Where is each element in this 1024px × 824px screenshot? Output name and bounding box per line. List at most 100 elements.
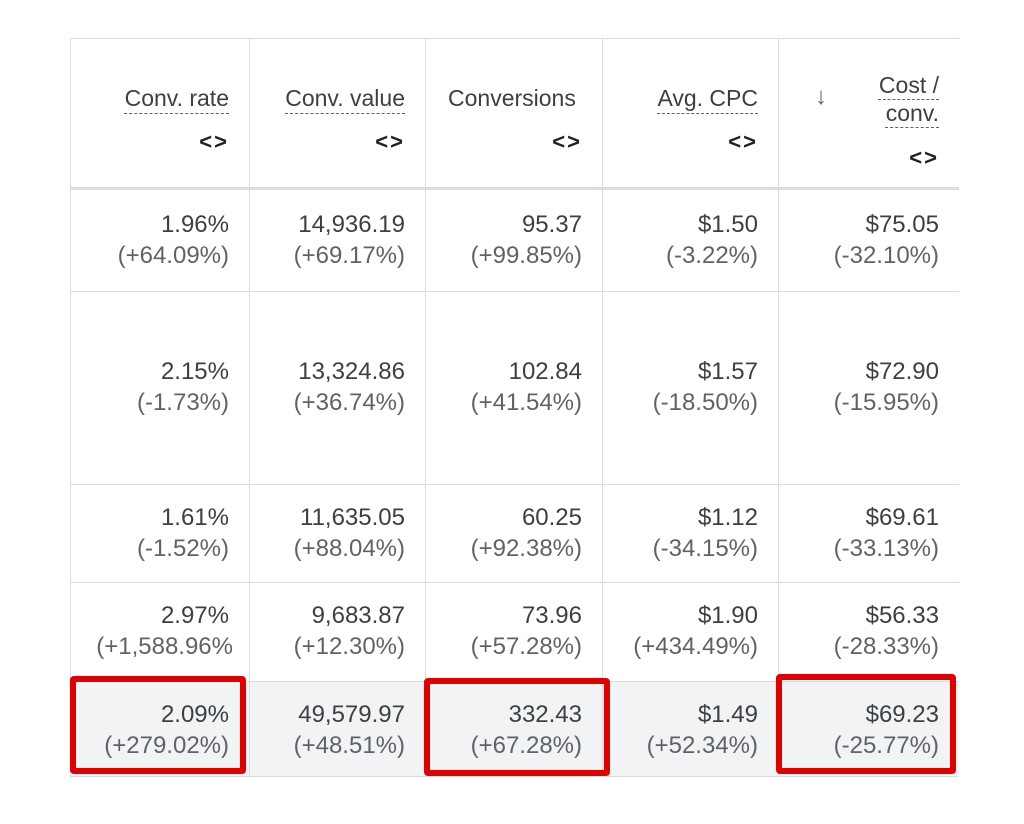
cell-conv-rate: 2.97% (+1,588.96% (71, 583, 250, 681)
cell-conv-rate: 2.09% (+279.02%) (71, 682, 250, 776)
cell-delta: (-28.33%) (833, 633, 939, 660)
cell-conv-value: 49,579.97 (+48.51%) (250, 682, 426, 776)
cell-value: 1.96% (160, 211, 229, 238)
cell-value: $72.90 (865, 358, 939, 385)
cell-conv-rate: 1.96% (+64.09%) (71, 190, 250, 291)
highlight-conversions-total (424, 678, 610, 776)
cell-value: $69.61 (865, 504, 939, 531)
cell-value: $1.50 (697, 211, 758, 238)
column-title[interactable]: Avg. CPC (657, 85, 758, 111)
column-title-line2: conv. (885, 100, 939, 126)
table-row: 2.97% (+1,588.96% 9,683.87 (+12.30%) 73.96… (71, 583, 959, 682)
sort-down-arrow-icon[interactable]: ↓ (815, 83, 827, 110)
cell-value: 14,936.19 (298, 211, 405, 238)
cell-conv-value: 9,683.87 (+12.30%) (250, 583, 426, 681)
cell-value: $56.33 (865, 602, 939, 629)
column-title[interactable]: Conv. value (285, 85, 405, 111)
cell-cost-per-conv: $75.05 (-32.10%) (779, 190, 959, 291)
cell-value: $69.23 (865, 701, 939, 728)
cell-value: 1.61% (160, 504, 229, 531)
cell-value: 95.37 (521, 211, 582, 238)
column-header-conv-value[interactable]: Conv. value <> (250, 39, 426, 187)
cell-delta: (+434.49%) (633, 633, 758, 660)
cell-delta: (+88.04%) (293, 535, 405, 562)
cell-cost-per-conv: $72.90 (-15.95%) (779, 292, 959, 484)
cell-value: 2.15% (160, 358, 229, 385)
cell-conversions: 73.96 (+57.28%) (426, 583, 603, 681)
cell-delta: (-1.52%) (136, 535, 229, 562)
table-row: 1.61% (-1.52%) 11,635.05 (+88.04%) 60.25 (+… (71, 485, 959, 583)
cell-conv-value: 13,324.86 (+36.74%) (250, 292, 426, 484)
cell-conv-rate: 2.15% (-1.73%) (71, 292, 250, 484)
cell-avg-cpc: $1.49 (+52.34%) (603, 682, 779, 776)
cell-avg-cpc: $1.50 (-3.22%) (603, 190, 779, 291)
table-header: Conv. rate <> Conv. value <> Conversions… (71, 39, 959, 190)
column-header-conv-rate[interactable]: Conv. rate <> (71, 39, 250, 187)
cell-delta: (+92.38%) (470, 535, 582, 562)
expand-collapse-icon[interactable]: <> (552, 129, 582, 154)
column-title-line1: Cost / (878, 72, 939, 98)
cell-value: 102.84 (508, 358, 582, 385)
cell-value: 9,683.87 (311, 602, 405, 629)
cell-delta: (+52.34%) (646, 732, 758, 759)
table-row: 2.15% (-1.73%) 13,324.86 (+36.74%) 102.84 (… (71, 292, 959, 485)
cell-delta: (-1.73%) (136, 389, 229, 416)
cell-avg-cpc: $1.57 (-18.50%) (603, 292, 779, 484)
cell-avg-cpc: $1.12 (-34.15%) (603, 485, 779, 582)
expand-collapse-icon[interactable]: <> (909, 145, 939, 170)
cell-value: 11,635.05 (300, 504, 405, 531)
table-row: 1.96% (+64.09%) 14,936.19 (+69.17%) 95.37 (… (71, 190, 959, 292)
cell-value: $75.05 (865, 211, 939, 238)
cell-value: 2.97% (160, 602, 229, 629)
cell-value: 2.09% (160, 701, 229, 728)
cell-delta: (-15.95%) (833, 389, 939, 416)
cell-cost-per-conv: $56.33 (-28.33%) (779, 583, 959, 681)
expand-collapse-icon[interactable]: <> (375, 129, 405, 154)
cell-delta: (+41.54%) (470, 389, 582, 416)
cell-value: 13,324.86 (298, 358, 405, 385)
cell-conversions: 95.37 (+99.85%) (426, 190, 603, 291)
cell-delta: (-34.15%) (652, 535, 758, 562)
cell-value: 49,579.97 (298, 701, 405, 728)
cell-conv-rate: 1.61% (-1.52%) (71, 485, 250, 582)
cell-value: $1.57 (697, 358, 758, 385)
cell-delta: (-32.10%) (833, 242, 939, 269)
cell-value: $1.90 (697, 602, 758, 629)
cell-cost-per-conv: $69.23 (-25.77%) (779, 682, 959, 776)
cell-delta: (+57.28%) (470, 633, 582, 660)
expand-collapse-icon[interactable]: <> (728, 129, 758, 154)
cell-delta: (-33.13%) (833, 535, 939, 562)
cell-cost-per-conv: $69.61 (-33.13%) (779, 485, 959, 582)
cell-conversions: 102.84 (+41.54%) (426, 292, 603, 484)
cell-delta: (-25.77%) (833, 732, 939, 759)
cell-conversions: 332.43 (+67.28%) (426, 682, 603, 776)
column-header-avg-cpc[interactable]: Avg. CPC <> (603, 39, 779, 187)
cell-avg-cpc: $1.90 (+434.49%) (603, 583, 779, 681)
cell-delta: (+67.28%) (470, 732, 582, 759)
column-title[interactable]: Conversions (448, 85, 576, 111)
cell-value: 73.96 (521, 602, 582, 629)
total-row: 2.09% (+279.02%) 49,579.97 (+48.51%) 332.4… (71, 682, 959, 777)
cell-delta: (+69.17%) (293, 242, 405, 269)
cell-delta: (-3.22%) (665, 242, 758, 269)
cell-delta: (+1,588.96% (96, 633, 233, 660)
cell-conv-value: 11,635.05 (+88.04%) (250, 485, 426, 582)
cell-value: $1.12 (697, 504, 758, 531)
cell-delta: (+36.74%) (293, 389, 405, 416)
column-title[interactable]: Cost / conv. (879, 71, 939, 127)
cell-conversions: 60.25 (+92.38%) (426, 485, 603, 582)
metrics-table: Conv. rate <> Conv. value <> Conversions… (70, 38, 959, 777)
highlight-conv-rate-total (70, 676, 246, 774)
cell-delta: (+64.09%) (117, 242, 229, 269)
highlight-cost-per-conv-total (776, 674, 956, 774)
cell-delta: (+48.51%) (293, 732, 405, 759)
column-title[interactable]: Conv. rate (124, 85, 229, 111)
expand-collapse-icon[interactable]: <> (199, 129, 229, 154)
cell-delta: (+279.02%) (104, 732, 229, 759)
cell-value: $1.49 (697, 701, 758, 728)
cell-delta: (-18.50%) (652, 389, 758, 416)
cell-value: 60.25 (521, 504, 582, 531)
column-header-conversions[interactable]: Conversions <> (426, 39, 603, 187)
column-header-cost-per-conv[interactable]: ↓ Cost / conv. <> (779, 39, 959, 187)
cell-delta: (+12.30%) (293, 633, 405, 660)
